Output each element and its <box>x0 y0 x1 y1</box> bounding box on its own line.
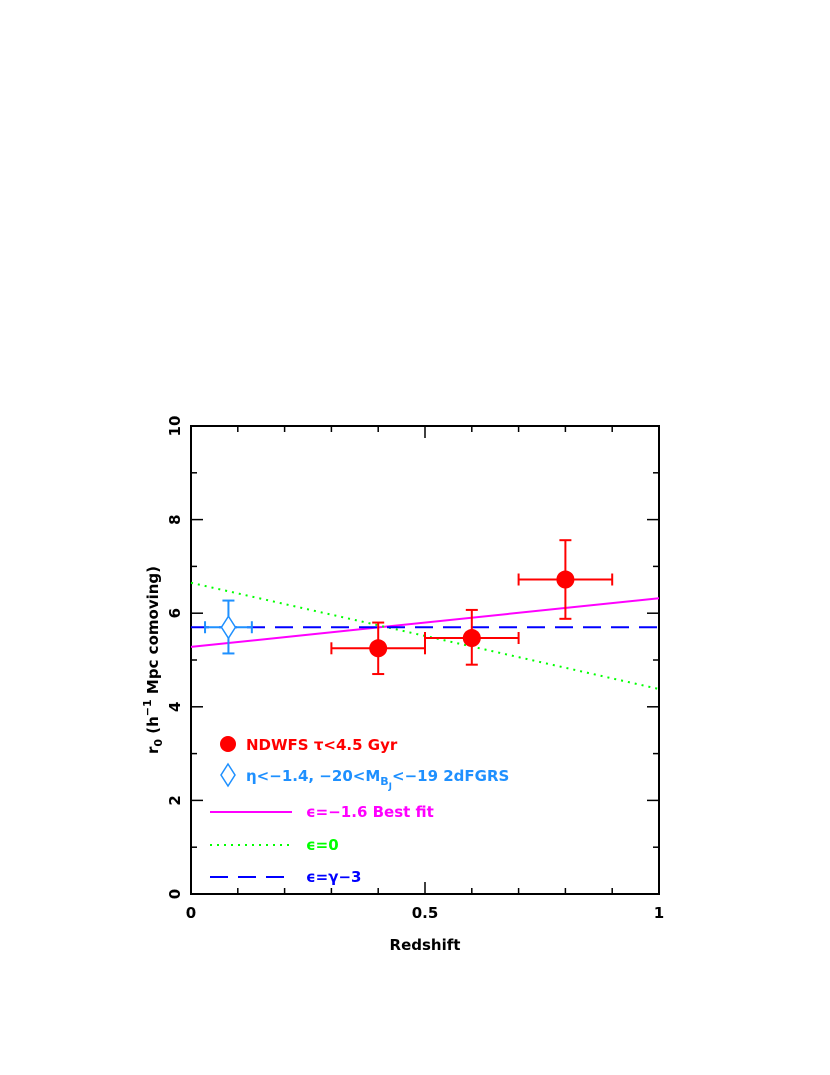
point-ndwfs-1 <box>424 608 520 666</box>
y-axis-label-main: r <box>144 746 162 754</box>
x-tick-label: 1 <box>654 904 664 922</box>
marker-diamond <box>220 614 237 640</box>
data-points <box>204 539 614 676</box>
legend-best-fit-label: ϵ=−1.6 Best fit <box>306 803 434 821</box>
legend: NDWFS τ<4.5 Gyr η<−1.4, −20<MBJ<−19 2dFG… <box>210 736 509 886</box>
legend-2df-label-sub: B <box>380 775 388 788</box>
y-tick-label: 0 <box>166 889 184 899</box>
point-twodf-0 <box>204 599 253 655</box>
y-axis-label-sub: 0 <box>152 739 165 747</box>
legend-2df-marker <box>220 762 236 788</box>
y-axis-label: r0 (h−1 Mpc comoving) <box>141 566 165 754</box>
x-tick-label: 0.5 <box>412 904 439 922</box>
legend-2df-label-subsub: J <box>388 782 392 792</box>
legend-gamma-label: ϵ=γ−3 <box>306 868 361 886</box>
x-axis-label: Redshift <box>390 936 461 954</box>
y-tick-label: 10 <box>166 416 184 437</box>
legend-2df-label: η<−1.4, −20<MBJ<−19 2dFGRS <box>246 767 509 792</box>
legend-eps0-label: ϵ=0 <box>306 836 339 854</box>
y-tick-label: 2 <box>166 795 184 805</box>
marker-circle <box>462 629 481 648</box>
y-axis-label-part-b: Mpc comoving) <box>144 566 162 699</box>
point-ndwfs-0 <box>330 621 426 676</box>
y-axis-label-sup: −1 <box>141 699 154 716</box>
line-best_fit <box>190 597 660 648</box>
y-tick-label: 4 <box>166 702 184 712</box>
x-tick-label: 0 <box>186 904 196 922</box>
legend-ndwfs-marker <box>220 736 236 752</box>
legend-ndwfs-label: NDWFS τ<4.5 Gyr <box>246 736 398 754</box>
marker-circle <box>556 570 575 589</box>
marker-circle <box>369 639 388 658</box>
plot-frame <box>190 425 660 895</box>
y-axis-label-part-a: (h <box>144 716 162 739</box>
legend-2df-label-pre: η<−1.4, −20<M <box>246 767 380 785</box>
y-tick-label: 6 <box>166 608 184 618</box>
y-tick-label: 8 <box>166 514 184 524</box>
point-ndwfs-2 <box>517 539 614 620</box>
legend-2df-label-post: <−19 2dFGRS <box>392 767 509 785</box>
axis-ticks <box>190 425 660 895</box>
